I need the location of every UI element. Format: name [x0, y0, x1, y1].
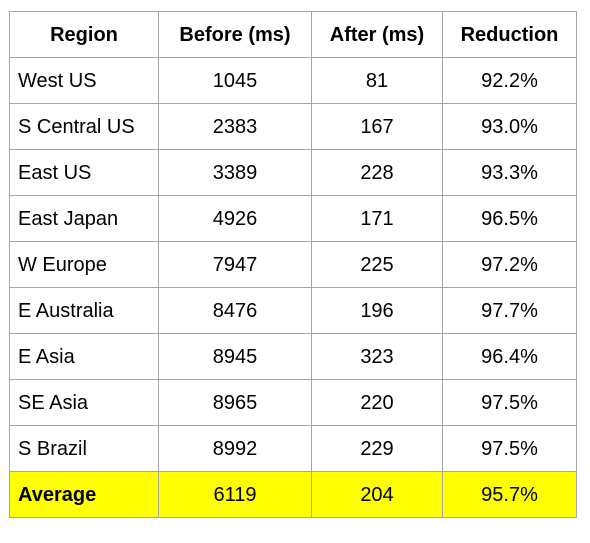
cell-reduction: 97.2% — [442, 241, 577, 288]
table-row: West US 1045 81 92.2% — [9, 57, 577, 104]
cell-reduction: 97.5% — [442, 379, 577, 426]
header-before-ms: Before (ms) — [158, 11, 312, 58]
table-row: E Australia 8476 196 97.7% — [9, 287, 577, 334]
cell-region: West US — [9, 57, 159, 104]
cell-after-ms: 229 — [311, 425, 443, 472]
cell-before-ms: 1045 — [158, 57, 312, 104]
cell-after-ms: 220 — [311, 379, 443, 426]
cell-region: W Europe — [9, 241, 159, 288]
header-after-ms: After (ms) — [311, 11, 443, 58]
cell-after-ms: 167 — [311, 103, 443, 150]
cell-region: S Brazil — [9, 425, 159, 472]
table-row: E Asia 8945 323 96.4% — [9, 333, 577, 380]
cell-reduction: 97.5% — [442, 425, 577, 472]
cell-before-ms: 8476 — [158, 287, 312, 334]
cell-before-ms: 8965 — [158, 379, 312, 426]
average-after-ms: 204 — [311, 471, 443, 518]
cell-region: East Japan — [9, 195, 159, 242]
cell-reduction: 96.4% — [442, 333, 577, 380]
latency-table-container: Region Before (ms) After (ms) Reduction … — [9, 11, 577, 518]
cell-before-ms: 7947 — [158, 241, 312, 288]
table-row: East Japan 4926 171 96.5% — [9, 195, 577, 242]
cell-after-ms: 81 — [311, 57, 443, 104]
cell-after-ms: 171 — [311, 195, 443, 242]
cell-region: S Central US — [9, 103, 159, 150]
cell-before-ms: 3389 — [158, 149, 312, 196]
table-row: SE Asia 8965 220 97.5% — [9, 379, 577, 426]
cell-before-ms: 2383 — [158, 103, 312, 150]
cell-after-ms: 323 — [311, 333, 443, 380]
average-label: Average — [9, 471, 159, 518]
cell-after-ms: 228 — [311, 149, 443, 196]
table-row: S Central US 2383 167 93.0% — [9, 103, 577, 150]
average-row: Average 6119 204 95.7% — [9, 471, 577, 518]
header-reduction: Reduction — [442, 11, 577, 58]
header-region: Region — [9, 11, 159, 58]
cell-region: E Asia — [9, 333, 159, 380]
cell-reduction: 97.7% — [442, 287, 577, 334]
average-before-ms: 6119 — [158, 471, 312, 518]
latency-table: Region Before (ms) After (ms) Reduction … — [9, 11, 577, 518]
cell-after-ms: 225 — [311, 241, 443, 288]
table-header-row: Region Before (ms) After (ms) Reduction — [9, 11, 577, 58]
table-row: S Brazil 8992 229 97.5% — [9, 425, 577, 472]
table-row: W Europe 7947 225 97.2% — [9, 241, 577, 288]
cell-reduction: 93.3% — [442, 149, 577, 196]
table-row: East US 3389 228 93.3% — [9, 149, 577, 196]
cell-before-ms: 8945 — [158, 333, 312, 380]
cell-before-ms: 8992 — [158, 425, 312, 472]
cell-reduction: 92.2% — [442, 57, 577, 104]
cell-region: E Australia — [9, 287, 159, 334]
cell-reduction: 93.0% — [442, 103, 577, 150]
cell-region: SE Asia — [9, 379, 159, 426]
cell-region: East US — [9, 149, 159, 196]
average-reduction: 95.7% — [442, 471, 577, 518]
cell-reduction: 96.5% — [442, 195, 577, 242]
cell-after-ms: 196 — [311, 287, 443, 334]
cell-before-ms: 4926 — [158, 195, 312, 242]
